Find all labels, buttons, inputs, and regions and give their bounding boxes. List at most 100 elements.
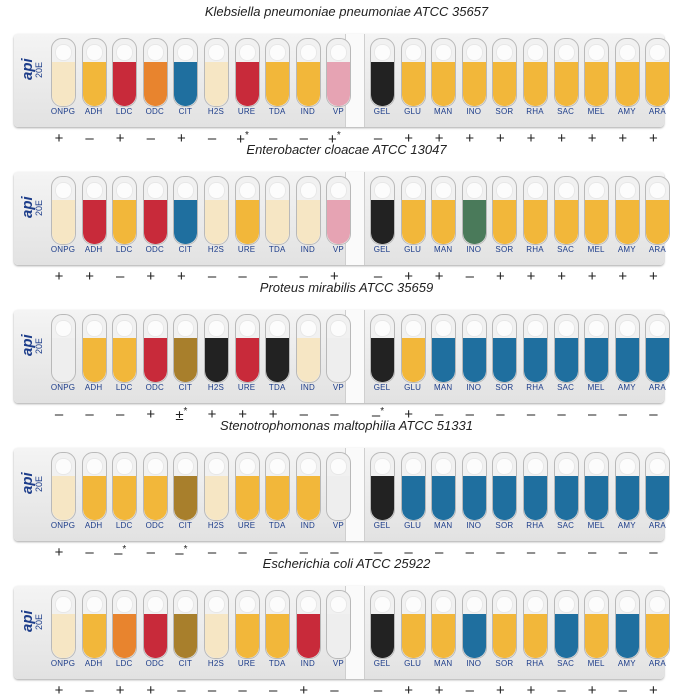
cupule-liquid	[402, 476, 425, 520]
cupule-highlight	[649, 320, 666, 337]
test-cupule	[112, 314, 137, 383]
test-cupule	[173, 452, 198, 521]
cupule-liquid	[555, 200, 578, 244]
cupule-highlight	[496, 596, 513, 613]
cupule-liquid	[616, 200, 639, 244]
cupule-highlight	[588, 596, 605, 613]
test-cupule	[326, 590, 351, 659]
cupule-liquid	[646, 200, 669, 244]
test-cupule	[143, 314, 168, 383]
cupule-liquid	[616, 338, 639, 382]
cupule-liquid	[327, 200, 350, 244]
test-cupule	[265, 590, 290, 659]
test-cupule	[296, 590, 321, 659]
cupule-liquid	[205, 62, 228, 106]
cupule-highlight	[239, 458, 256, 475]
cupule-highlight	[239, 320, 256, 337]
api-version-text: 20E	[34, 338, 44, 354]
cupule-liquid	[113, 614, 136, 658]
test-cupule	[82, 176, 107, 245]
cupule-highlight	[269, 44, 286, 61]
test-result: +	[635, 682, 671, 699]
cupule-liquid	[371, 62, 394, 106]
cupule-highlight	[649, 458, 666, 475]
cupule-highlight	[558, 596, 575, 613]
test-cupule	[204, 176, 229, 245]
test-cupule	[82, 38, 107, 107]
cupule-highlight	[374, 44, 391, 61]
cupule-highlight	[619, 596, 636, 613]
test-cupule	[204, 314, 229, 383]
test-cupule	[523, 452, 548, 521]
cupule-liquid	[371, 338, 394, 382]
cupule-highlight	[177, 320, 194, 337]
cupule-highlight	[208, 182, 225, 199]
test-cupule	[173, 38, 198, 107]
cupule-highlight	[300, 596, 317, 613]
test-cupule	[645, 176, 670, 245]
cupule-highlight	[147, 320, 164, 337]
test-label: ARA	[639, 521, 675, 530]
test-cupule	[645, 590, 670, 659]
test-cupule	[82, 590, 107, 659]
cupule-highlight	[405, 458, 422, 475]
test-cupule	[462, 314, 487, 383]
cupule-highlight	[239, 44, 256, 61]
cupule-liquid	[646, 614, 669, 658]
test-cupule	[296, 38, 321, 107]
strip-title: Klebsiella pneumoniae pneumoniae ATCC 35…	[0, 4, 693, 19]
strip-title: Stenotrophomonas maltophilia ATCC 51331	[0, 418, 693, 433]
test-cupule	[492, 590, 517, 659]
test-cupule	[265, 314, 290, 383]
cupule-liquid	[144, 614, 167, 658]
test-cupule	[462, 590, 487, 659]
cupule-liquid	[205, 338, 228, 382]
test-cupule	[173, 314, 198, 383]
test-cupule	[82, 314, 107, 383]
test-cupule	[143, 176, 168, 245]
cupule-liquid	[371, 476, 394, 520]
cupule-liquid	[297, 338, 320, 382]
test-cupule	[235, 314, 260, 383]
cupule-liquid	[236, 614, 259, 658]
test-cupule	[296, 176, 321, 245]
cupule-highlight	[147, 458, 164, 475]
cupule-highlight	[239, 596, 256, 613]
cupule-liquid	[402, 62, 425, 106]
test-cupule	[523, 38, 548, 107]
cupule-highlight	[55, 596, 72, 613]
test-cupule	[523, 590, 548, 659]
cupule-highlight	[208, 596, 225, 613]
test-cupule	[492, 38, 517, 107]
test-cupule	[523, 176, 548, 245]
cupule-liquid	[463, 200, 486, 244]
cupule-highlight	[374, 182, 391, 199]
cupule-highlight	[405, 320, 422, 337]
cupule-liquid	[83, 476, 106, 520]
test-cupule	[51, 452, 76, 521]
cupule-liquid	[555, 62, 578, 106]
cupule-highlight	[527, 182, 544, 199]
cupule-highlight	[649, 44, 666, 61]
test-cupule	[370, 314, 395, 383]
cupule-liquid	[236, 200, 259, 244]
cupule-liquid	[371, 200, 394, 244]
cupule-liquid	[432, 62, 455, 106]
api-strip: api 20E ONPG ADH LDC ODC CIT H2S URE TDA IND VP GEL G…	[14, 34, 664, 127]
cupule-liquid	[493, 614, 516, 658]
cupule-liquid	[432, 476, 455, 520]
cupule-highlight	[374, 596, 391, 613]
api-logo: api 20E	[16, 466, 46, 520]
cupule-liquid	[371, 614, 394, 658]
cupule-liquid	[174, 62, 197, 106]
cupule-highlight	[55, 320, 72, 337]
strip-title: Escherichia coli ATCC 25922	[0, 556, 693, 571]
cupule-highlight	[466, 458, 483, 475]
cupule-highlight	[466, 320, 483, 337]
cupule-liquid	[266, 62, 289, 106]
cupule-highlight	[330, 458, 347, 475]
cupule-highlight	[649, 596, 666, 613]
cupule-liquid	[83, 338, 106, 382]
cupule-liquid	[327, 476, 350, 520]
test-cupule	[584, 38, 609, 107]
